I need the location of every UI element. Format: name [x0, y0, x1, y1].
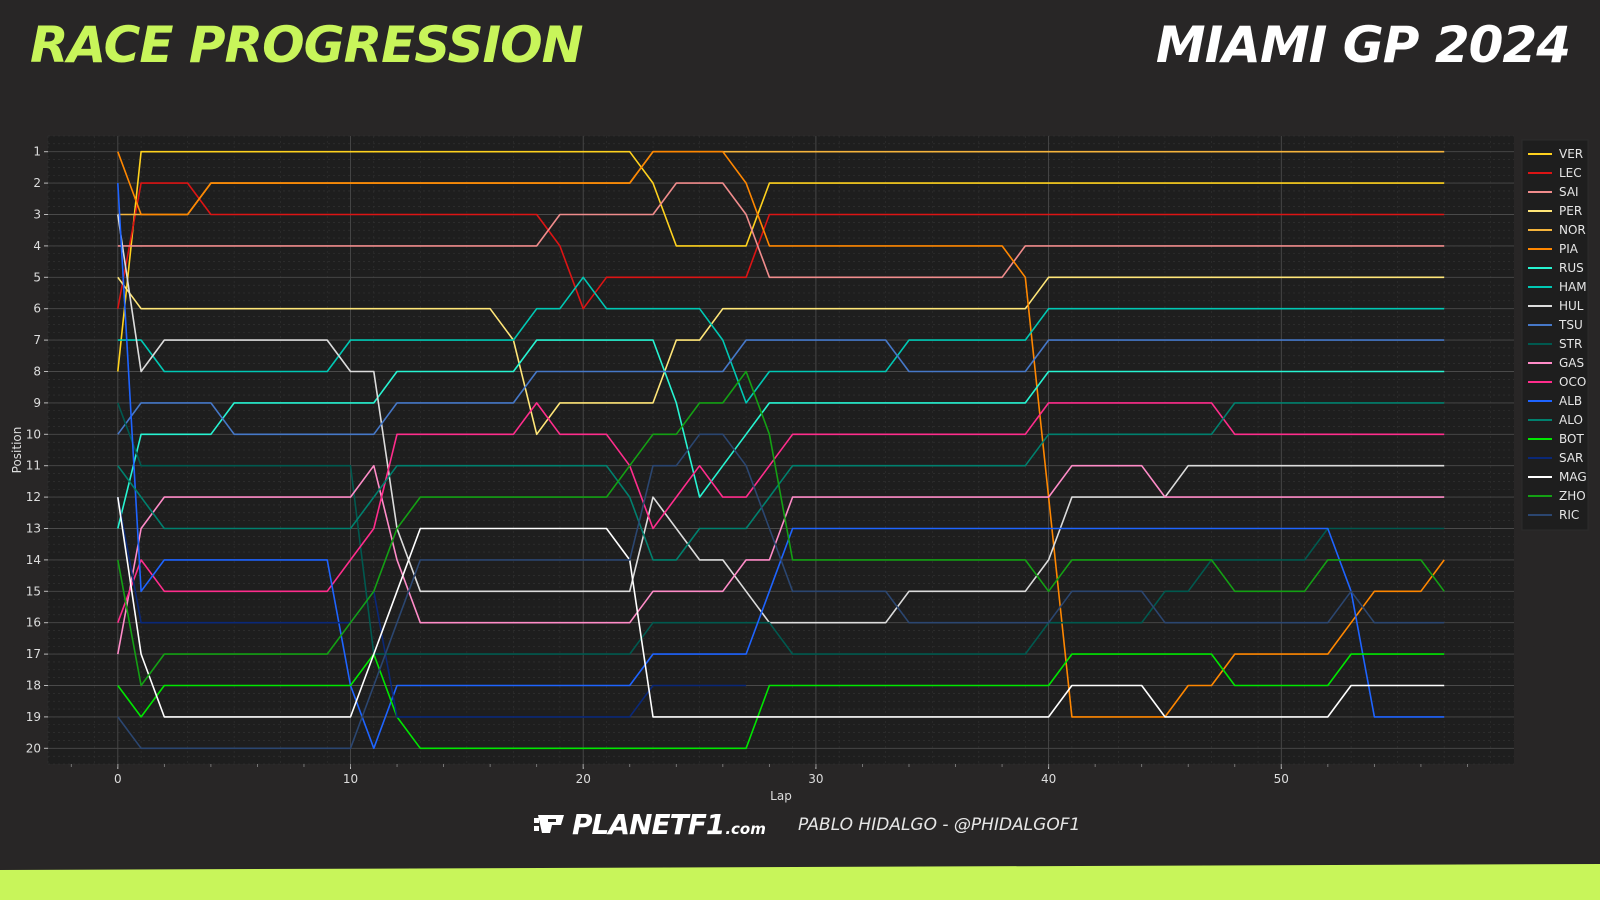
- legend-box: [1521, 139, 1589, 531]
- series-line-hul: [117, 214, 1445, 624]
- x-tick-label: 30: [808, 772, 823, 786]
- y-tick-label: 15: [26, 584, 41, 598]
- race-name: MIAMI GP 2024: [1155, 16, 1571, 74]
- series-line-ver: [117, 150, 1445, 372]
- y-tick-label: 5: [33, 270, 41, 284]
- y-axis-label: Position: [10, 427, 24, 474]
- legend-label: STR: [1559, 337, 1582, 351]
- legend-label: PER: [1559, 204, 1582, 218]
- x-tick-label: 40: [1041, 772, 1056, 786]
- y-tick-label: 14: [26, 553, 41, 567]
- legend-label: ALO: [1559, 413, 1583, 427]
- x-tick-label: 10: [343, 772, 358, 786]
- series-line-str: [117, 402, 1445, 655]
- legend-label: LEC: [1559, 166, 1582, 180]
- series-line-ham: [117, 276, 1445, 404]
- series-line-gas: [117, 464, 1445, 655]
- y-tick-label: 10: [26, 427, 41, 441]
- legend-label: SAI: [1559, 185, 1579, 199]
- x-tick-label: 20: [576, 772, 591, 786]
- footer: PLANETF1 .com PABLO HIDALGO - @PHIDALGOF…: [0, 808, 1600, 848]
- legend-label: ZHO: [1559, 489, 1586, 503]
- y-tick-label: 19: [26, 710, 41, 724]
- legend-label: HAM: [1559, 280, 1587, 294]
- logo-text: PLANETF1: [572, 808, 725, 841]
- legend: VER LEC SAI PER NOR PIA RUS HAM HUL TSU STR GAS OCO A…: [1521, 139, 1589, 531]
- y-tick-label: 4: [33, 239, 41, 253]
- y-tick-label: 12: [26, 490, 41, 504]
- legend-label: VER: [1559, 147, 1583, 161]
- legend-label: NOR: [1559, 223, 1586, 237]
- series-line-lec: [117, 182, 1445, 310]
- series-line-zho: [117, 370, 1445, 687]
- legend-label: GAS: [1559, 356, 1584, 370]
- y-tick-label: 7: [33, 333, 41, 347]
- legend-label: ALB: [1559, 394, 1582, 408]
- y-tick-label: 8: [33, 365, 41, 379]
- x-tick-label: 50: [1274, 772, 1289, 786]
- series-line-per: [117, 276, 1445, 436]
- y-tick-label: 13: [26, 522, 41, 536]
- legend-label: HUL: [1559, 299, 1584, 313]
- x-tick-label: 0: [114, 772, 122, 786]
- legend-label: OCO: [1559, 375, 1586, 389]
- legend-label: RUS: [1559, 261, 1584, 275]
- legend-label: RIC: [1559, 508, 1579, 522]
- author-credit: PABLO HIDALGO - @PHIDALGOF1: [798, 815, 1081, 835]
- series-lines: [117, 150, 1445, 750]
- y-tick-label: 1: [33, 145, 41, 159]
- x-axis-label: Lap: [770, 789, 792, 803]
- series-line-rus: [117, 339, 1445, 529]
- series-line-tsu: [117, 339, 1445, 436]
- planetf1-logo-mark-icon: [534, 814, 564, 833]
- legend-label: TSU: [1558, 318, 1583, 332]
- logo-suffix: .com: [725, 819, 766, 838]
- series-line-oco: [117, 402, 1445, 623]
- planetf1-logo: PLANETF1 .com: [534, 808, 766, 841]
- y-tick-label: 9: [33, 396, 41, 410]
- chart-title: RACE PROGRESSION: [30, 16, 583, 74]
- legend-label: SAR: [1559, 451, 1583, 465]
- y-tick-label: 3: [33, 208, 41, 222]
- y-tick-label: 11: [26, 459, 41, 473]
- y-tick-label: 16: [26, 616, 41, 630]
- y-tick-label: 17: [26, 647, 41, 661]
- y-tick-label: 20: [26, 741, 41, 755]
- y-tick-label: 2: [33, 176, 41, 190]
- series-line-sai: [117, 182, 1445, 279]
- series-line-alo: [117, 402, 1445, 561]
- series-line-ric: [117, 433, 1445, 750]
- legend-label: BOT: [1559, 432, 1584, 446]
- legend-label: MAG: [1559, 470, 1587, 484]
- y-tick-label: 18: [26, 679, 41, 693]
- y-tick-label: 6: [33, 302, 41, 316]
- legend-label: PIA: [1559, 242, 1579, 256]
